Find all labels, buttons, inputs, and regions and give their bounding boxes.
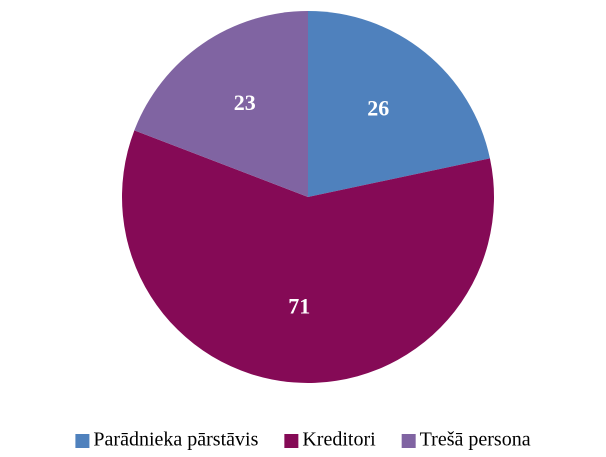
data-label: 71	[288, 293, 310, 318]
legend-label: Trešā persona	[420, 429, 531, 451]
data-label: 23	[234, 90, 256, 115]
legend-swatch	[401, 434, 416, 448]
pie-slice	[308, 11, 490, 197]
pie-slice	[121, 130, 494, 383]
legend-label: Parādnieka pārstāvis	[93, 429, 258, 451]
data-label: 26	[367, 95, 389, 120]
legend-label: Kreditori	[302, 429, 376, 451]
pie-slice	[134, 10, 308, 197]
legend-swatch	[75, 434, 90, 448]
legend-swatch	[284, 434, 299, 448]
